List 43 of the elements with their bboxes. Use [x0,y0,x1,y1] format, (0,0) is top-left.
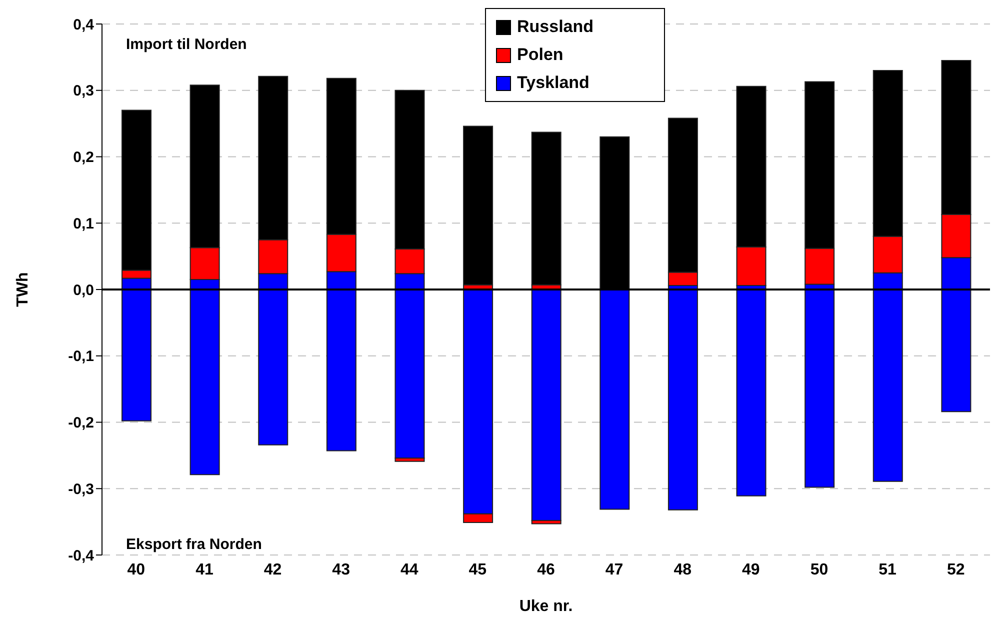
x-tick-label: 49 [742,561,760,578]
bar [326,289,356,452]
bar [394,289,425,459]
bar [190,289,220,476]
bar [804,289,835,488]
x-tick-label: 42 [264,561,282,578]
y-tick-label: 0,0 [73,282,94,299]
x-tick-label: 50 [810,561,828,578]
x-axis-title: Uke nr. [519,598,573,615]
bar [463,126,494,286]
x-tick-label: 41 [196,561,214,578]
x-tick-label: 44 [400,561,418,578]
y-tick-label: 0,3 [73,82,94,100]
x-tick-label: 47 [605,561,624,578]
y-tick-label: -0,1 [68,348,94,366]
y-tick-label: 0,2 [73,149,94,166]
x-tick-label: 46 [537,561,555,578]
bar [872,289,903,482]
x-tick-label: 45 [468,561,487,578]
bar [600,289,630,510]
legend-label: Russland [517,17,594,37]
legend-label: Tyskland [517,73,590,93]
y-tick-label: 0,4 [73,16,95,34]
x-tick-label: 48 [674,561,692,578]
bar [941,289,972,412]
x-tick-label: 43 [332,561,350,578]
y-axis-title: TWh [14,272,32,307]
annotation: Eksport fra Norden [126,536,262,553]
y-tick-label: -0,2 [68,414,94,432]
x-tick-label: 52 [946,561,965,578]
bar [122,289,152,422]
bar [736,289,766,496]
bar [531,289,562,521]
y-tick-label: -0,4 [68,547,95,564]
annotation: Import til Norden [126,36,247,53]
legend-label: Polen [517,45,564,65]
x-tick-label: 40 [127,561,146,578]
y-tick-label: -0,3 [68,480,94,498]
bar [258,289,288,446]
x-tick-label: 51 [878,561,897,578]
y-tick-label: 0,1 [73,215,94,232]
bar [531,132,562,286]
bar [668,289,698,510]
